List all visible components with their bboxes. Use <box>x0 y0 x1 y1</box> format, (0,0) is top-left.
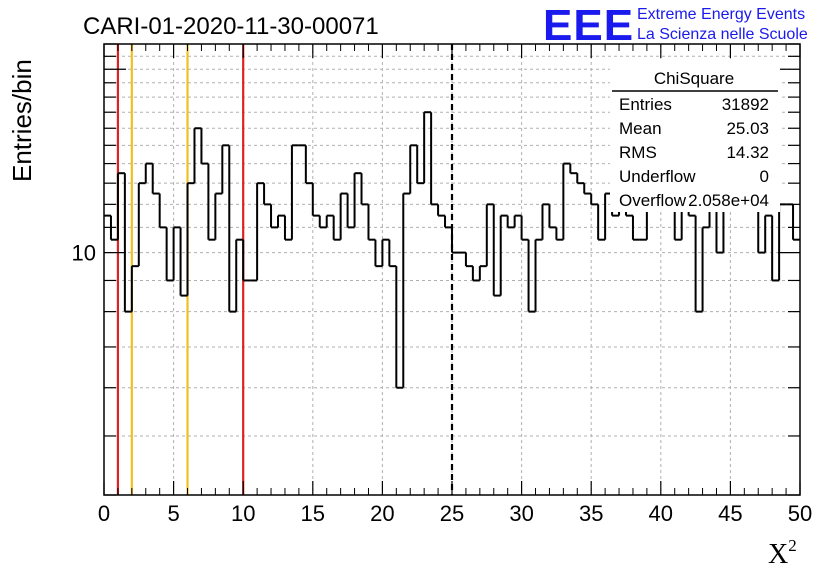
x-tick-label: 15 <box>301 501 325 526</box>
stats-row-value: 31892 <box>722 95 769 114</box>
x-tick-label: 25 <box>440 501 464 526</box>
stats-box: ChiSquare Entries 31892 Mean 25.03 RMS 14.32 U… <box>610 62 780 212</box>
vertical-markers <box>116 44 454 495</box>
x-tick-label: 45 <box>718 501 742 526</box>
y-axis-label: Entries/bin <box>7 59 37 182</box>
x-tick-label: 20 <box>370 501 394 526</box>
x-tick-label: 0 <box>98 501 110 526</box>
stats-row-label: Entries <box>619 95 672 114</box>
axis-tick-labels: 0 5 10 15 20 25 30 35 40 45 50 10 <box>72 241 813 526</box>
x-tick-label: 50 <box>788 501 812 526</box>
stats-row-value: 2.058e+04 <box>688 191 769 210</box>
x-axis-label-base: X <box>768 539 788 570</box>
stats-row-value: 25.03 <box>726 119 769 138</box>
x-axis-label: X2 <box>768 536 797 570</box>
run-title: CARI-01-2020-11-30-00071 <box>83 13 379 40</box>
stats-row-label: RMS <box>619 143 657 162</box>
x-axis-label-superscript: 2 <box>788 536 797 555</box>
org-name: Extreme Energy Events <box>637 6 805 23</box>
stats-box-rows: Entries 31892 Mean 25.03 RMS 14.32 Underflow 0 O… <box>619 95 769 210</box>
stats-row-label: Mean <box>619 119 662 138</box>
stats-box-background <box>610 62 780 212</box>
axis-ticks <box>103 43 801 496</box>
x-tick-label: 10 <box>231 501 255 526</box>
stats-box-title: ChiSquare <box>654 69 734 88</box>
eee-logo: EEE <box>543 1 634 50</box>
stats-row-value: 14.32 <box>726 143 769 162</box>
stats-row-value: 0 <box>760 167 769 186</box>
x-tick-label: 40 <box>649 501 673 526</box>
x-tick-label: 35 <box>579 501 603 526</box>
stats-row-label: Overflow <box>619 191 687 210</box>
org-tagline: La Scienza nelle Scuole <box>637 26 808 43</box>
y-tick-label: 10 <box>72 241 96 266</box>
stats-row-label: Underflow <box>619 167 696 186</box>
x-tick-label: 5 <box>167 501 179 526</box>
x-tick-label: 30 <box>509 501 533 526</box>
